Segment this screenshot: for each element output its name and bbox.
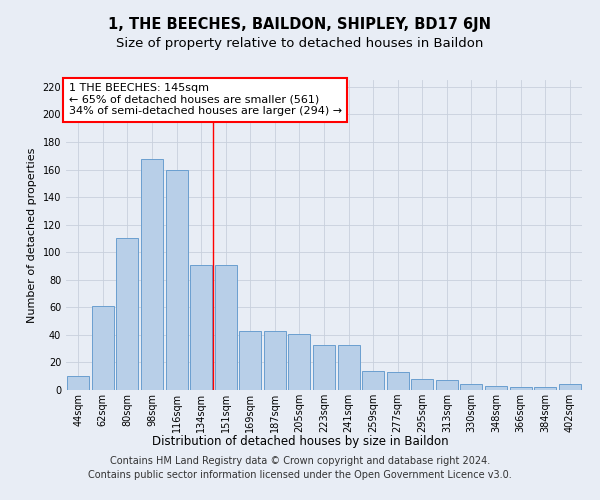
Bar bbox=[215, 264, 237, 390]
Text: Distribution of detached houses by size in Baildon: Distribution of detached houses by size … bbox=[152, 435, 448, 448]
Bar bbox=[436, 380, 458, 390]
Bar bbox=[338, 344, 359, 390]
Bar bbox=[166, 170, 188, 390]
Bar bbox=[362, 370, 384, 390]
Bar bbox=[460, 384, 482, 390]
Bar bbox=[116, 238, 139, 390]
Text: Size of property relative to detached houses in Baildon: Size of property relative to detached ho… bbox=[116, 38, 484, 51]
Text: 1 THE BEECHES: 145sqm
← 65% of detached houses are smaller (561)
34% of semi-det: 1 THE BEECHES: 145sqm ← 65% of detached … bbox=[68, 83, 342, 116]
Bar bbox=[411, 379, 433, 390]
Bar bbox=[485, 386, 507, 390]
Bar bbox=[509, 387, 532, 390]
Bar bbox=[141, 158, 163, 390]
Bar bbox=[559, 384, 581, 390]
Bar bbox=[534, 387, 556, 390]
Bar bbox=[190, 264, 212, 390]
Bar bbox=[313, 344, 335, 390]
Bar bbox=[289, 334, 310, 390]
Bar bbox=[67, 376, 89, 390]
Text: 1, THE BEECHES, BAILDON, SHIPLEY, BD17 6JN: 1, THE BEECHES, BAILDON, SHIPLEY, BD17 6… bbox=[109, 18, 491, 32]
Y-axis label: Number of detached properties: Number of detached properties bbox=[27, 148, 37, 322]
Bar bbox=[92, 306, 114, 390]
Bar bbox=[264, 331, 286, 390]
Text: Contains HM Land Registry data © Crown copyright and database right 2024.
Contai: Contains HM Land Registry data © Crown c… bbox=[88, 456, 512, 480]
Bar bbox=[239, 331, 262, 390]
Bar bbox=[386, 372, 409, 390]
